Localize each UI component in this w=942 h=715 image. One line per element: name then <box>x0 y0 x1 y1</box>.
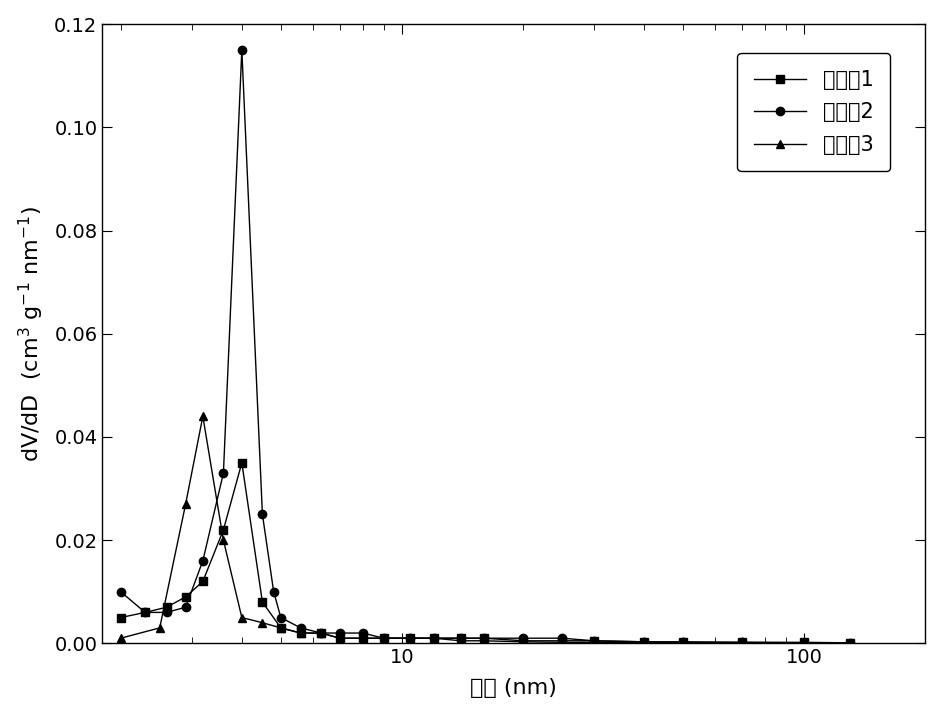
实施例3 <box>197 412 208 420</box>
实施例2 <box>334 628 346 637</box>
实施例2 <box>115 588 126 596</box>
X-axis label: 孔径 (nm): 孔径 (nm) <box>470 679 558 699</box>
实施例3 <box>334 634 346 643</box>
实施例1 <box>236 458 248 467</box>
实施例3 <box>588 638 599 646</box>
实施例2 <box>268 588 280 596</box>
实施例1 <box>316 628 327 637</box>
实施例3 <box>639 638 650 647</box>
实施例2 <box>517 634 528 643</box>
实施例2 <box>218 469 229 478</box>
实施例1 <box>639 638 650 646</box>
实施例2 <box>677 638 689 646</box>
实施例3 <box>357 634 368 643</box>
实施例2 <box>357 628 368 637</box>
实施例1 <box>677 638 689 646</box>
实施例1 <box>139 608 151 617</box>
实施例1 <box>334 634 346 643</box>
实施例3 <box>257 618 268 627</box>
实施例2 <box>316 628 327 637</box>
Line: 实施例3: 实施例3 <box>117 412 854 647</box>
实施例2 <box>799 638 810 647</box>
实施例1 <box>479 634 490 643</box>
实施例2 <box>139 608 151 617</box>
实施例3 <box>844 638 855 647</box>
实施例1 <box>275 623 286 632</box>
实施例1 <box>557 636 568 645</box>
实施例1 <box>405 634 416 643</box>
实施例2 <box>295 623 306 632</box>
实施例2 <box>197 556 208 565</box>
实施例1 <box>161 603 172 611</box>
实施例1 <box>844 638 855 647</box>
实施例3 <box>677 638 689 647</box>
实施例2 <box>428 634 439 643</box>
实施例2 <box>275 613 286 622</box>
实施例1 <box>257 598 268 606</box>
实施例3 <box>218 536 229 544</box>
实施例1 <box>517 636 528 645</box>
实施例2 <box>479 634 490 643</box>
实施例3 <box>115 634 126 643</box>
实施例1 <box>455 634 466 643</box>
实施例3 <box>378 634 389 643</box>
实施例3 <box>479 636 490 645</box>
实施例3 <box>799 638 810 647</box>
实施例2 <box>236 46 248 54</box>
实施例3 <box>517 638 528 646</box>
实施例1 <box>180 593 191 601</box>
实施例1 <box>428 634 439 643</box>
实施例1 <box>295 628 306 637</box>
实施例2 <box>557 634 568 643</box>
实施例1 <box>799 638 810 646</box>
实施例3 <box>316 628 327 637</box>
实施例2 <box>639 638 650 646</box>
实施例3 <box>428 634 439 643</box>
实施例2 <box>844 638 855 647</box>
Y-axis label: dV/dD  (cm$^3$ g$^{-1}$ nm$^{-1}$): dV/dD (cm$^3$ g$^{-1}$ nm$^{-1}$) <box>17 206 46 462</box>
实施例2 <box>737 638 748 646</box>
实施例2 <box>588 636 599 645</box>
实施例2 <box>455 634 466 643</box>
实施例1 <box>737 638 748 646</box>
实施例3 <box>154 623 166 632</box>
实施例3 <box>236 613 248 622</box>
实施例2 <box>405 634 416 643</box>
实施例2 <box>161 608 172 617</box>
Line: 实施例2: 实施例2 <box>117 46 854 647</box>
实施例2 <box>378 634 389 643</box>
Legend: 实施例1, 实施例2, 实施例3: 实施例1, 实施例2, 实施例3 <box>738 53 890 172</box>
实施例3 <box>557 638 568 646</box>
实施例3 <box>295 628 306 637</box>
Line: 实施例1: 实施例1 <box>117 458 854 647</box>
实施例3 <box>275 623 286 632</box>
实施例2 <box>180 603 191 611</box>
实施例1 <box>378 634 389 643</box>
实施例3 <box>405 634 416 643</box>
实施例1 <box>197 577 208 586</box>
实施例3 <box>455 636 466 645</box>
实施例1 <box>588 636 599 645</box>
实施例2 <box>257 510 268 518</box>
实施例1 <box>218 526 229 534</box>
实施例1 <box>357 634 368 643</box>
实施例3 <box>180 500 191 508</box>
实施例3 <box>737 638 748 647</box>
实施例1 <box>115 613 126 622</box>
